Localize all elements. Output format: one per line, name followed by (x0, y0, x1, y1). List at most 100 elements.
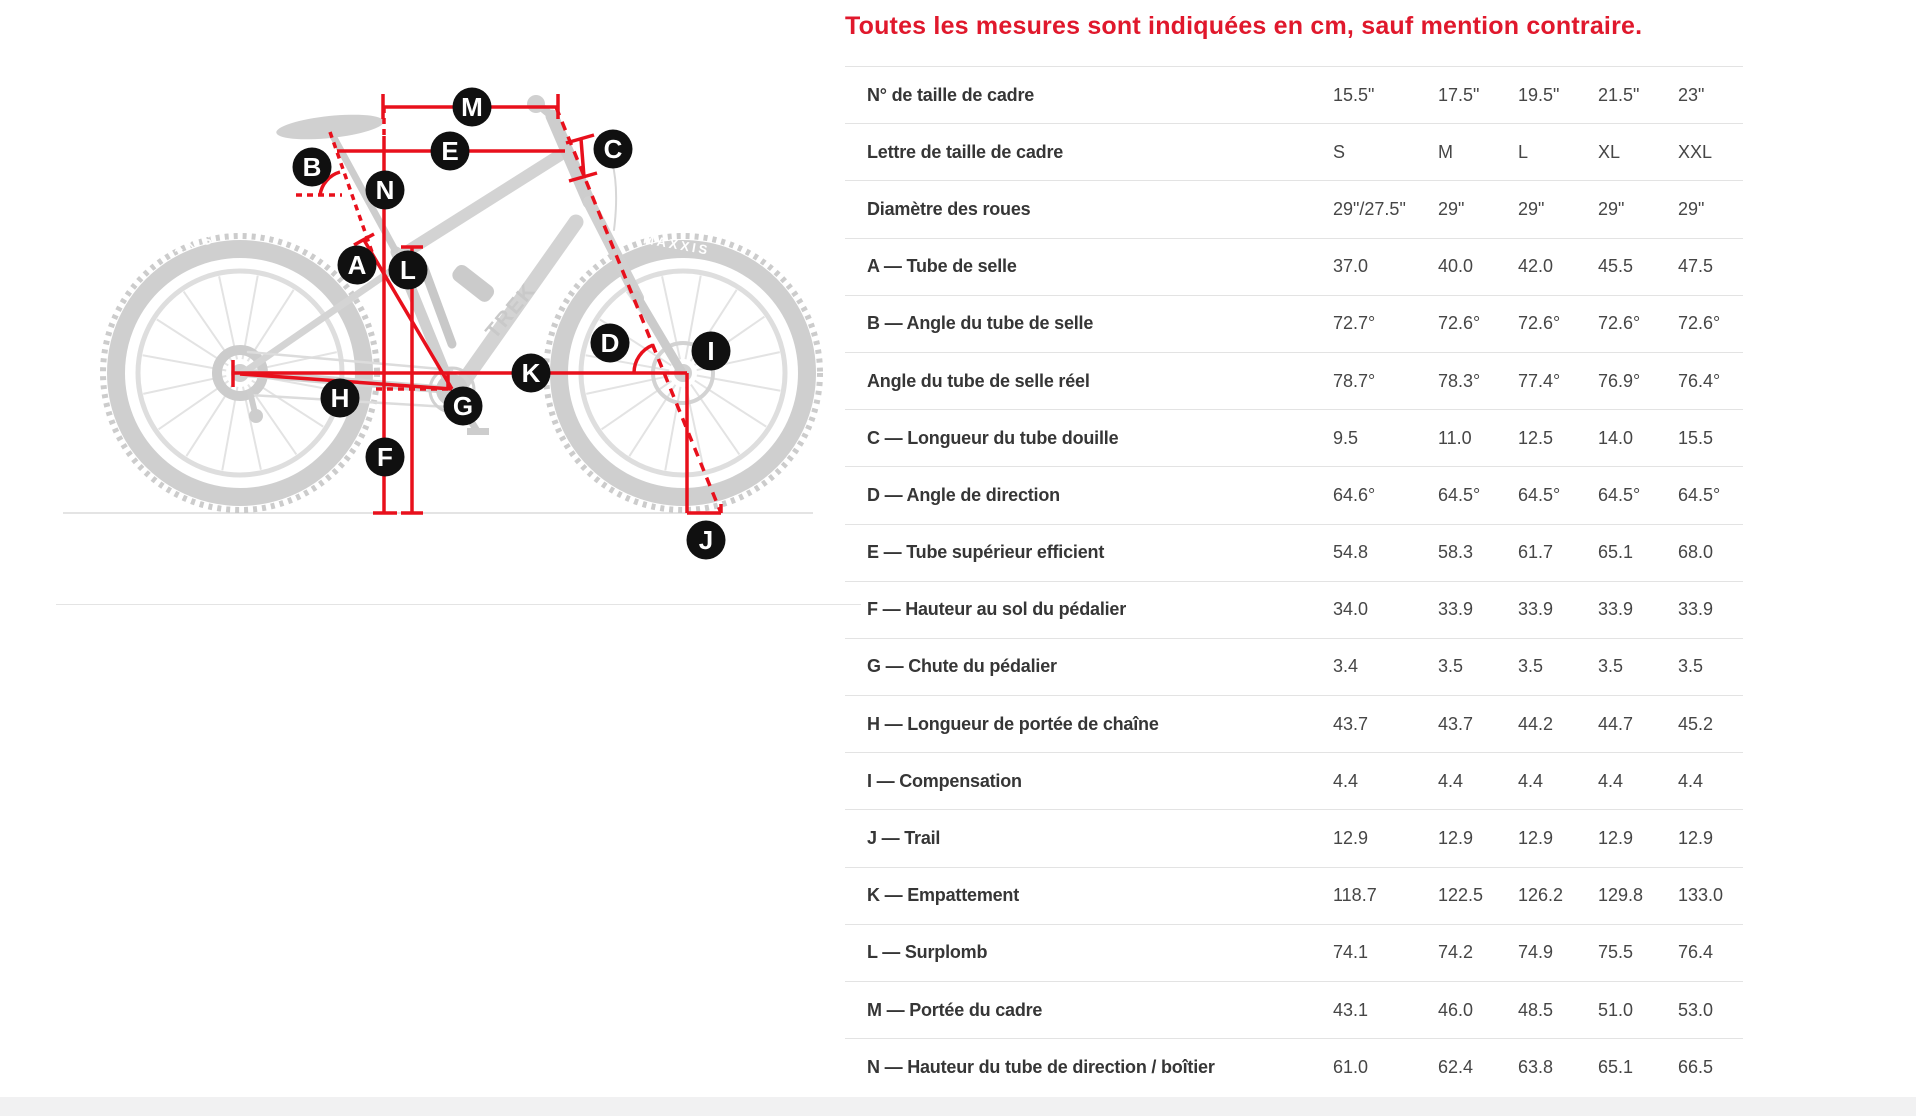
row-value: 66.5 (1678, 1056, 1714, 1077)
row-value: 12.9 (1678, 828, 1714, 849)
table-row: L — Surplomb 74.1 74.2 74.9 75.5 76.4 (845, 923, 1743, 981)
row-value: 29" (1598, 198, 1625, 219)
row-value: 43.7 (1438, 713, 1474, 734)
row-label: N — Hauteur du tube de direction / boîti… (867, 1056, 1215, 1077)
diagram-label-d: D (590, 323, 630, 363)
row-value: 72.6° (1678, 313, 1721, 334)
svg-text:K: K (522, 358, 541, 388)
row-value: 54.8 (1333, 542, 1369, 563)
bike-geometry-svg: MAXXIS MAXXIS (63, 87, 823, 560)
row-value: 40.0 (1438, 256, 1474, 277)
row-value: 64.6° (1333, 484, 1376, 505)
row-value: 12.9 (1438, 828, 1474, 849)
diagram-label-a: A (337, 245, 377, 285)
row-value: 118.7 (1333, 885, 1377, 906)
row-value: 78.3° (1438, 370, 1481, 391)
row-value: 4.4 (1333, 770, 1359, 791)
row-value: 42.0 (1518, 256, 1554, 277)
row-value: 72.6° (1518, 313, 1561, 334)
row-value: 12.9 (1333, 828, 1369, 849)
row-value: 43.1 (1333, 999, 1369, 1020)
table-row: G — Chute du pédalier 3.4 3.5 3.5 3.5 3.5 (845, 637, 1743, 695)
diagram-label-h: H (320, 378, 360, 418)
row-value: 45.5 (1598, 256, 1634, 277)
svg-text:I: I (707, 336, 714, 366)
diagram-label-b: B (292, 147, 332, 187)
row-value: 46.0 (1438, 999, 1474, 1020)
row-value: 78.7° (1333, 370, 1376, 391)
svg-text:M: M (461, 92, 483, 122)
row-value: M (1438, 141, 1453, 162)
table-row: D — Angle de direction 64.6° 64.5° 64.5° 64.… (845, 466, 1743, 523)
row-value: 33.9 (1518, 599, 1554, 620)
row-label: N° de taille de cadre (867, 84, 1035, 105)
row-label: J — Trail (867, 828, 941, 849)
row-value: 29" (1438, 198, 1465, 219)
row-value: 4.4 (1678, 770, 1704, 791)
row-value: 64.5° (1518, 484, 1561, 505)
row-value: 133.0 (1678, 885, 1724, 906)
row-value: 58.3 (1438, 542, 1474, 563)
table-row: K — Empattement 118.7 122.5 126.2 129.8 133.0 (845, 866, 1743, 924)
row-value: 14.0 (1598, 427, 1634, 448)
row-value: 15.5 (1678, 427, 1714, 448)
row-label: M — Portée du cadre (867, 999, 1043, 1020)
row-value: 76.4° (1678, 370, 1721, 391)
diagram-label-f: F (365, 437, 405, 477)
svg-text:F: F (377, 442, 393, 472)
row-value: 12.5 (1518, 427, 1554, 448)
next-section-strip (0, 1097, 1916, 1116)
table-row: C — Longueur du tube douille 9.5 11.0 12.5 1… (845, 409, 1743, 466)
row-value: 3.5 (1598, 656, 1624, 677)
table-row: N — Hauteur du tube de direction / boîti… (845, 1038, 1743, 1095)
row-value: 34.0 (1333, 599, 1369, 620)
row-value: 129.8 (1598, 885, 1644, 906)
row-value: 77.4° (1518, 370, 1561, 391)
row-value: 51.0 (1598, 999, 1634, 1020)
row-value: 64.5° (1598, 484, 1641, 505)
diagram-labels: ME B N C A L D I K H G F J (292, 87, 731, 560)
svg-text:C: C (604, 134, 623, 164)
row-value: 3.5 (1438, 656, 1464, 677)
diagram-label-l: L (388, 250, 428, 290)
row-value: 61.7 (1518, 542, 1554, 563)
row-value: 122.5 (1438, 885, 1484, 906)
svg-text:L: L (400, 255, 416, 285)
row-value: 29" (1518, 198, 1545, 219)
svg-text:J: J (699, 525, 713, 555)
row-value: 9.5 (1333, 427, 1359, 448)
svg-text:A: A (348, 250, 367, 280)
diagram-label-i: I (691, 331, 731, 371)
svg-text:E: E (441, 136, 458, 166)
table-row: M — Portée du cadre 43.1 46.0 48.5 51.0 53.0 (845, 981, 1743, 1038)
row-value: 44.2 (1518, 713, 1554, 734)
row-value: 12.9 (1598, 828, 1634, 849)
row-value: 29" (1678, 198, 1705, 219)
row-value: 4.4 (1438, 770, 1464, 791)
row-value: 61.0 (1333, 1056, 1369, 1077)
row-value: 63.8 (1518, 1056, 1554, 1077)
row-value: 53.0 (1678, 999, 1714, 1020)
row-value: 37.0 (1333, 256, 1369, 277)
row-value: 12.9 (1518, 828, 1554, 849)
diagram-label-e: E (430, 131, 470, 171)
diagram-label-m: M (452, 87, 492, 127)
diagram-label-k: K (511, 353, 551, 393)
row-value: 48.5 (1518, 999, 1554, 1020)
row-label: A — Tube de selle (867, 256, 1017, 277)
row-value: 74.9 (1518, 942, 1554, 963)
row-value: XXL (1678, 141, 1713, 162)
row-label: L — Surplomb (867, 942, 988, 963)
row-value: 74.2 (1438, 942, 1474, 963)
diagram-label-g: G (443, 386, 483, 426)
svg-text:D: D (601, 328, 620, 358)
geometry-table: N° de taille de cadre 15.5" 17.5" 19.5" 21.5… (845, 66, 1743, 1095)
svg-text:G: G (453, 391, 473, 421)
diagram-label-n: N (365, 170, 405, 210)
table-row: A — Tube de selle 37.0 40.0 42.0 45.5 47.5 (845, 237, 1743, 295)
row-label: K — Empattement (867, 885, 1020, 906)
row-label: C — Longueur du tube douille (867, 427, 1119, 448)
row-value: 72.6° (1598, 313, 1641, 334)
table-row: F — Hauteur au sol du pédalier 34.0 33.9 33… (845, 580, 1743, 638)
row-value: 29"/27.5" (1333, 198, 1406, 219)
